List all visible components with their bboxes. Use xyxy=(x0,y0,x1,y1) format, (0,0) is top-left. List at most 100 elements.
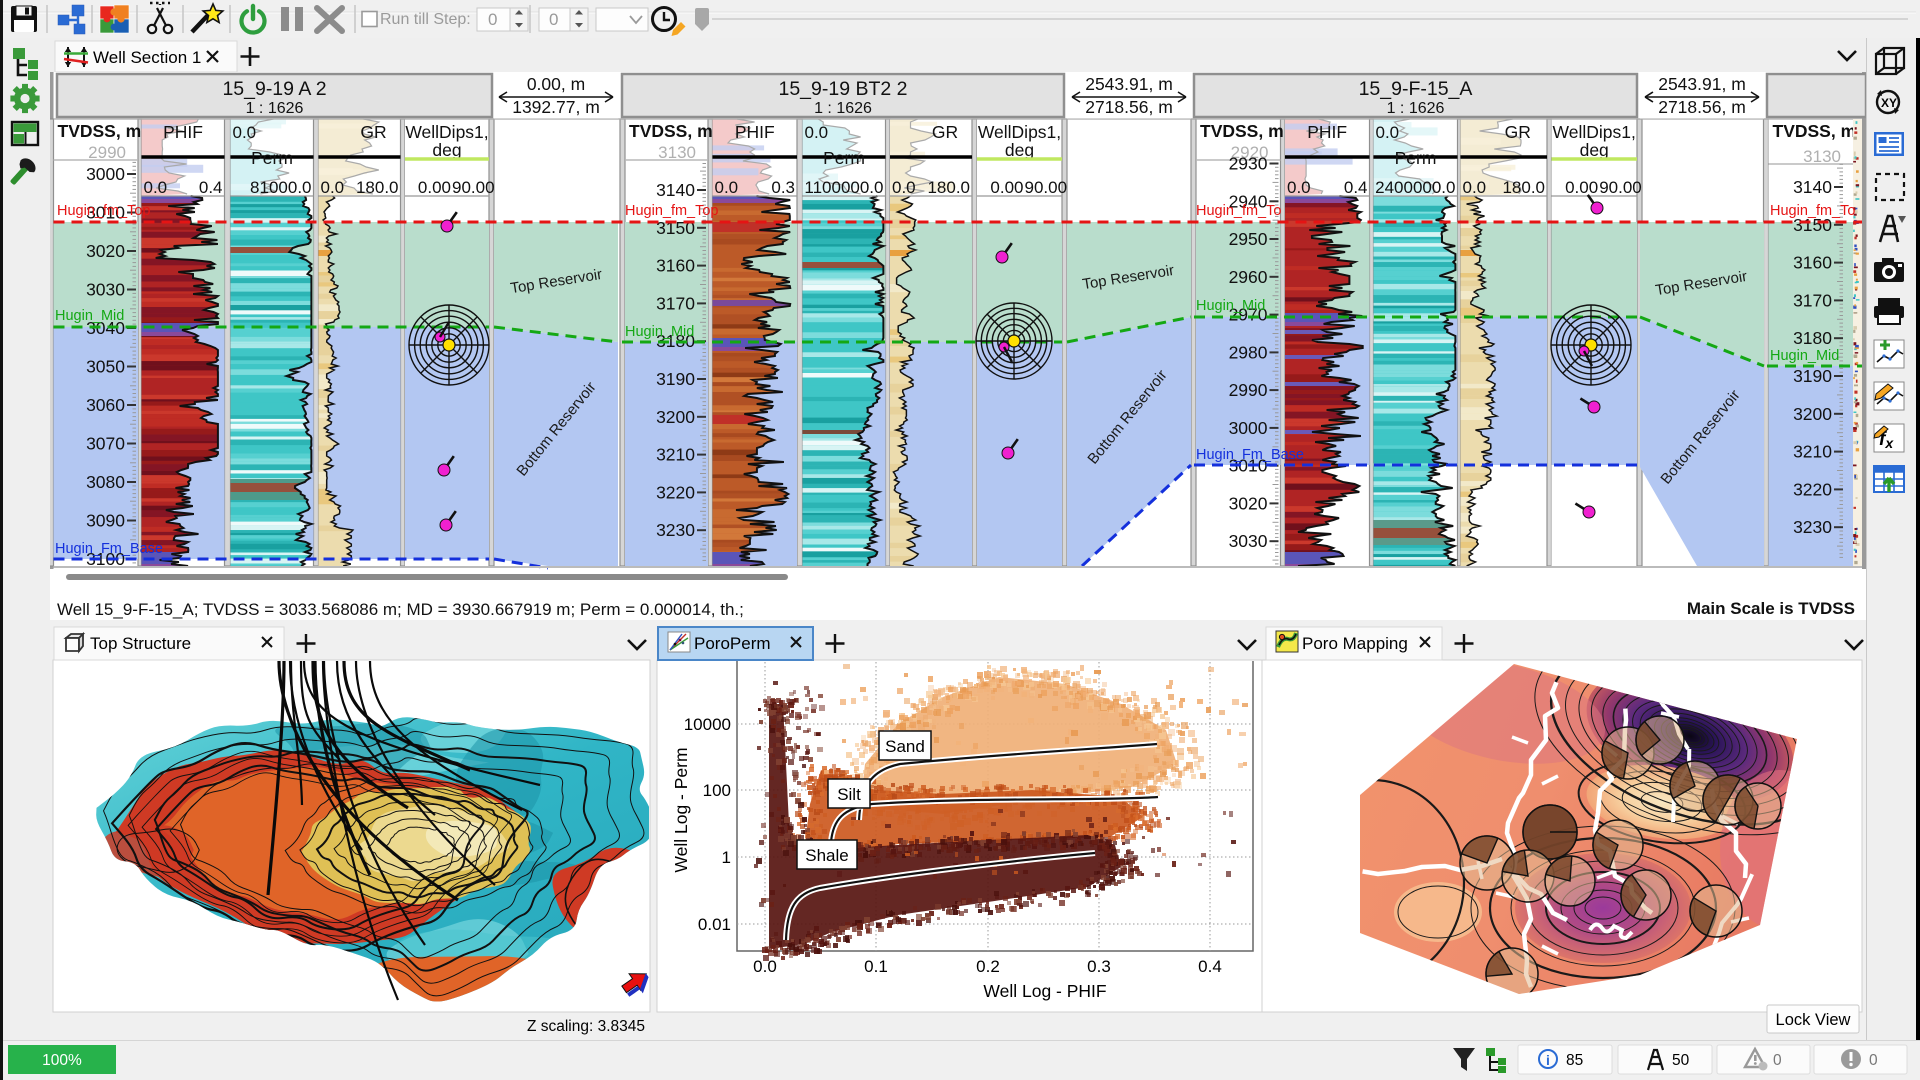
svg-text:0.2: 0.2 xyxy=(976,957,1000,976)
svg-text:0.0: 0.0 xyxy=(1376,123,1400,142)
svg-text:2990: 2990 xyxy=(88,143,126,162)
svg-text:deg: deg xyxy=(1005,140,1034,160)
svg-text:Z scaling: 3.8345: Z scaling: 3.8345 xyxy=(527,1018,645,1035)
svg-text:2718.56, m: 2718.56, m xyxy=(1085,97,1173,117)
svg-text:Hugin_fm_Top: Hugin_fm_Top xyxy=(57,203,151,219)
svg-text:2960: 2960 xyxy=(1229,267,1268,287)
svg-text:3220: 3220 xyxy=(1793,479,1832,499)
svg-text:3210: 3210 xyxy=(656,445,695,465)
svg-text:1100000.0: 1100000.0 xyxy=(804,178,883,197)
svg-text:0.00: 0.00 xyxy=(418,178,451,197)
svg-text:3100: 3100 xyxy=(86,549,125,569)
svg-text:i: i xyxy=(1546,1052,1550,1068)
svg-text:2920: 2920 xyxy=(1231,143,1269,162)
svg-text:Perm: Perm xyxy=(1395,148,1437,168)
svg-text:2930: 2930 xyxy=(1229,154,1268,174)
svg-text:0.4: 0.4 xyxy=(1344,178,1368,197)
svg-text:2543.91, m: 2543.91, m xyxy=(1658,74,1746,94)
svg-text:3150: 3150 xyxy=(1793,215,1832,235)
svg-text:Poro Mapping: Poro Mapping xyxy=(1302,634,1408,653)
svg-text:0.0: 0.0 xyxy=(892,178,916,197)
svg-text:Hugin_fm_Top: Hugin_fm_Top xyxy=(625,203,719,219)
svg-text:15_9-F-15_A: 15_9-F-15_A xyxy=(1359,78,1473,100)
svg-text:0.0: 0.0 xyxy=(1463,178,1487,197)
svg-text:Sand: Sand xyxy=(885,737,925,756)
svg-text:3030: 3030 xyxy=(86,280,125,300)
svg-text:0: 0 xyxy=(488,10,497,29)
svg-text:Well Log - PHIF: Well Log - PHIF xyxy=(983,981,1106,1001)
svg-text:3000: 3000 xyxy=(1229,418,1268,438)
svg-text:0: 0 xyxy=(549,10,558,29)
svg-text:Hugin_Fm_Base: Hugin_Fm_Base xyxy=(1196,447,1304,463)
svg-text:15_9-19 BT2 2: 15_9-19 BT2 2 xyxy=(778,78,907,100)
svg-text:3200: 3200 xyxy=(1793,404,1832,424)
svg-text:3140: 3140 xyxy=(656,180,695,200)
svg-text:3170: 3170 xyxy=(656,293,695,313)
svg-text:Perm: Perm xyxy=(251,148,293,168)
svg-text:81000.0: 81000.0 xyxy=(250,178,311,197)
svg-text:3200: 3200 xyxy=(656,407,695,427)
svg-text:deg: deg xyxy=(1580,140,1609,160)
svg-text:3040: 3040 xyxy=(86,318,125,338)
svg-text:WellDips1,: WellDips1, xyxy=(1553,122,1636,142)
svg-text:GR: GR xyxy=(360,122,386,142)
svg-text:0.0: 0.0 xyxy=(321,178,345,197)
svg-text:0.00: 0.00 xyxy=(990,178,1023,197)
svg-text:1 : 1626: 1 : 1626 xyxy=(1387,100,1445,117)
svg-text:1392.77, m: 1392.77, m xyxy=(512,97,600,117)
svg-text:Hugin_fm_To: Hugin_fm_To xyxy=(1770,203,1855,219)
svg-text:0: 0 xyxy=(1773,1052,1782,1069)
svg-text:15_9-19 A 2: 15_9-19 A 2 xyxy=(222,78,326,100)
svg-text:2718.56, m: 2718.56, m xyxy=(1658,97,1746,117)
svg-text:PHIF: PHIF xyxy=(1307,122,1347,142)
svg-text:0.1: 0.1 xyxy=(864,957,888,976)
svg-text:Hugin_Mid: Hugin_Mid xyxy=(1196,298,1265,314)
svg-text:90.00: 90.00 xyxy=(1025,178,1068,197)
svg-text:WellDips1,: WellDips1, xyxy=(405,122,488,142)
svg-text:3010: 3010 xyxy=(86,203,125,223)
svg-text:3130: 3130 xyxy=(1803,147,1841,166)
svg-text:Hugin_fm_To: Hugin_fm_To xyxy=(1196,203,1281,219)
svg-text:PHIF: PHIF xyxy=(735,122,775,142)
svg-text:2400000.0: 2400000.0 xyxy=(1375,178,1455,197)
svg-text:100: 100 xyxy=(703,781,731,800)
svg-text:0.01: 0.01 xyxy=(698,915,731,934)
svg-text:3030: 3030 xyxy=(1229,531,1268,551)
svg-text:3080: 3080 xyxy=(86,472,125,492)
svg-text:3220: 3220 xyxy=(656,482,695,502)
svg-text:3190: 3190 xyxy=(1793,366,1832,386)
svg-text:10000: 10000 xyxy=(684,715,731,734)
svg-text:3070: 3070 xyxy=(86,434,125,454)
svg-text:TVDSS, m: TVDSS, m xyxy=(58,121,142,141)
svg-text:GR: GR xyxy=(932,122,958,142)
svg-text:3210: 3210 xyxy=(1793,442,1832,462)
svg-text:3180: 3180 xyxy=(1793,328,1832,348)
svg-text:Shale: Shale xyxy=(805,846,848,865)
svg-text:2950: 2950 xyxy=(1229,229,1268,249)
svg-text:GR: GR xyxy=(1505,122,1531,142)
svg-text:Silt: Silt xyxy=(837,785,861,804)
svg-text:0: 0 xyxy=(1869,1052,1878,1069)
svg-text:WellDips1,: WellDips1, xyxy=(978,122,1061,142)
svg-text:3000: 3000 xyxy=(86,164,125,184)
svg-text:0.0: 0.0 xyxy=(1287,178,1311,197)
svg-text:50: 50 xyxy=(1672,1052,1690,1069)
svg-text:2980: 2980 xyxy=(1229,342,1268,362)
svg-text:1 : 1626: 1 : 1626 xyxy=(246,100,304,117)
svg-text:PHIF: PHIF xyxy=(163,122,203,142)
svg-text:90.00: 90.00 xyxy=(1599,178,1642,197)
svg-text:3180: 3180 xyxy=(656,331,695,351)
svg-text:2940: 2940 xyxy=(1229,191,1268,211)
svg-text:180.0: 180.0 xyxy=(1502,178,1545,197)
svg-text:0.0: 0.0 xyxy=(144,178,168,197)
svg-text:0.4: 0.4 xyxy=(199,178,223,197)
svg-text:3020: 3020 xyxy=(86,241,125,261)
svg-text:3160: 3160 xyxy=(656,256,695,276)
svg-text:Perm: Perm xyxy=(823,148,865,168)
svg-text:0.00: 0.00 xyxy=(1565,178,1598,197)
svg-text:fx: fx xyxy=(1879,429,1894,451)
svg-text:Hugin_Fm_Base: Hugin_Fm_Base xyxy=(55,541,163,557)
svg-text:3140: 3140 xyxy=(1793,177,1832,197)
svg-text:TVDSS, m: TVDSS, m xyxy=(629,121,713,141)
svg-text:0.3: 0.3 xyxy=(1087,957,1111,976)
